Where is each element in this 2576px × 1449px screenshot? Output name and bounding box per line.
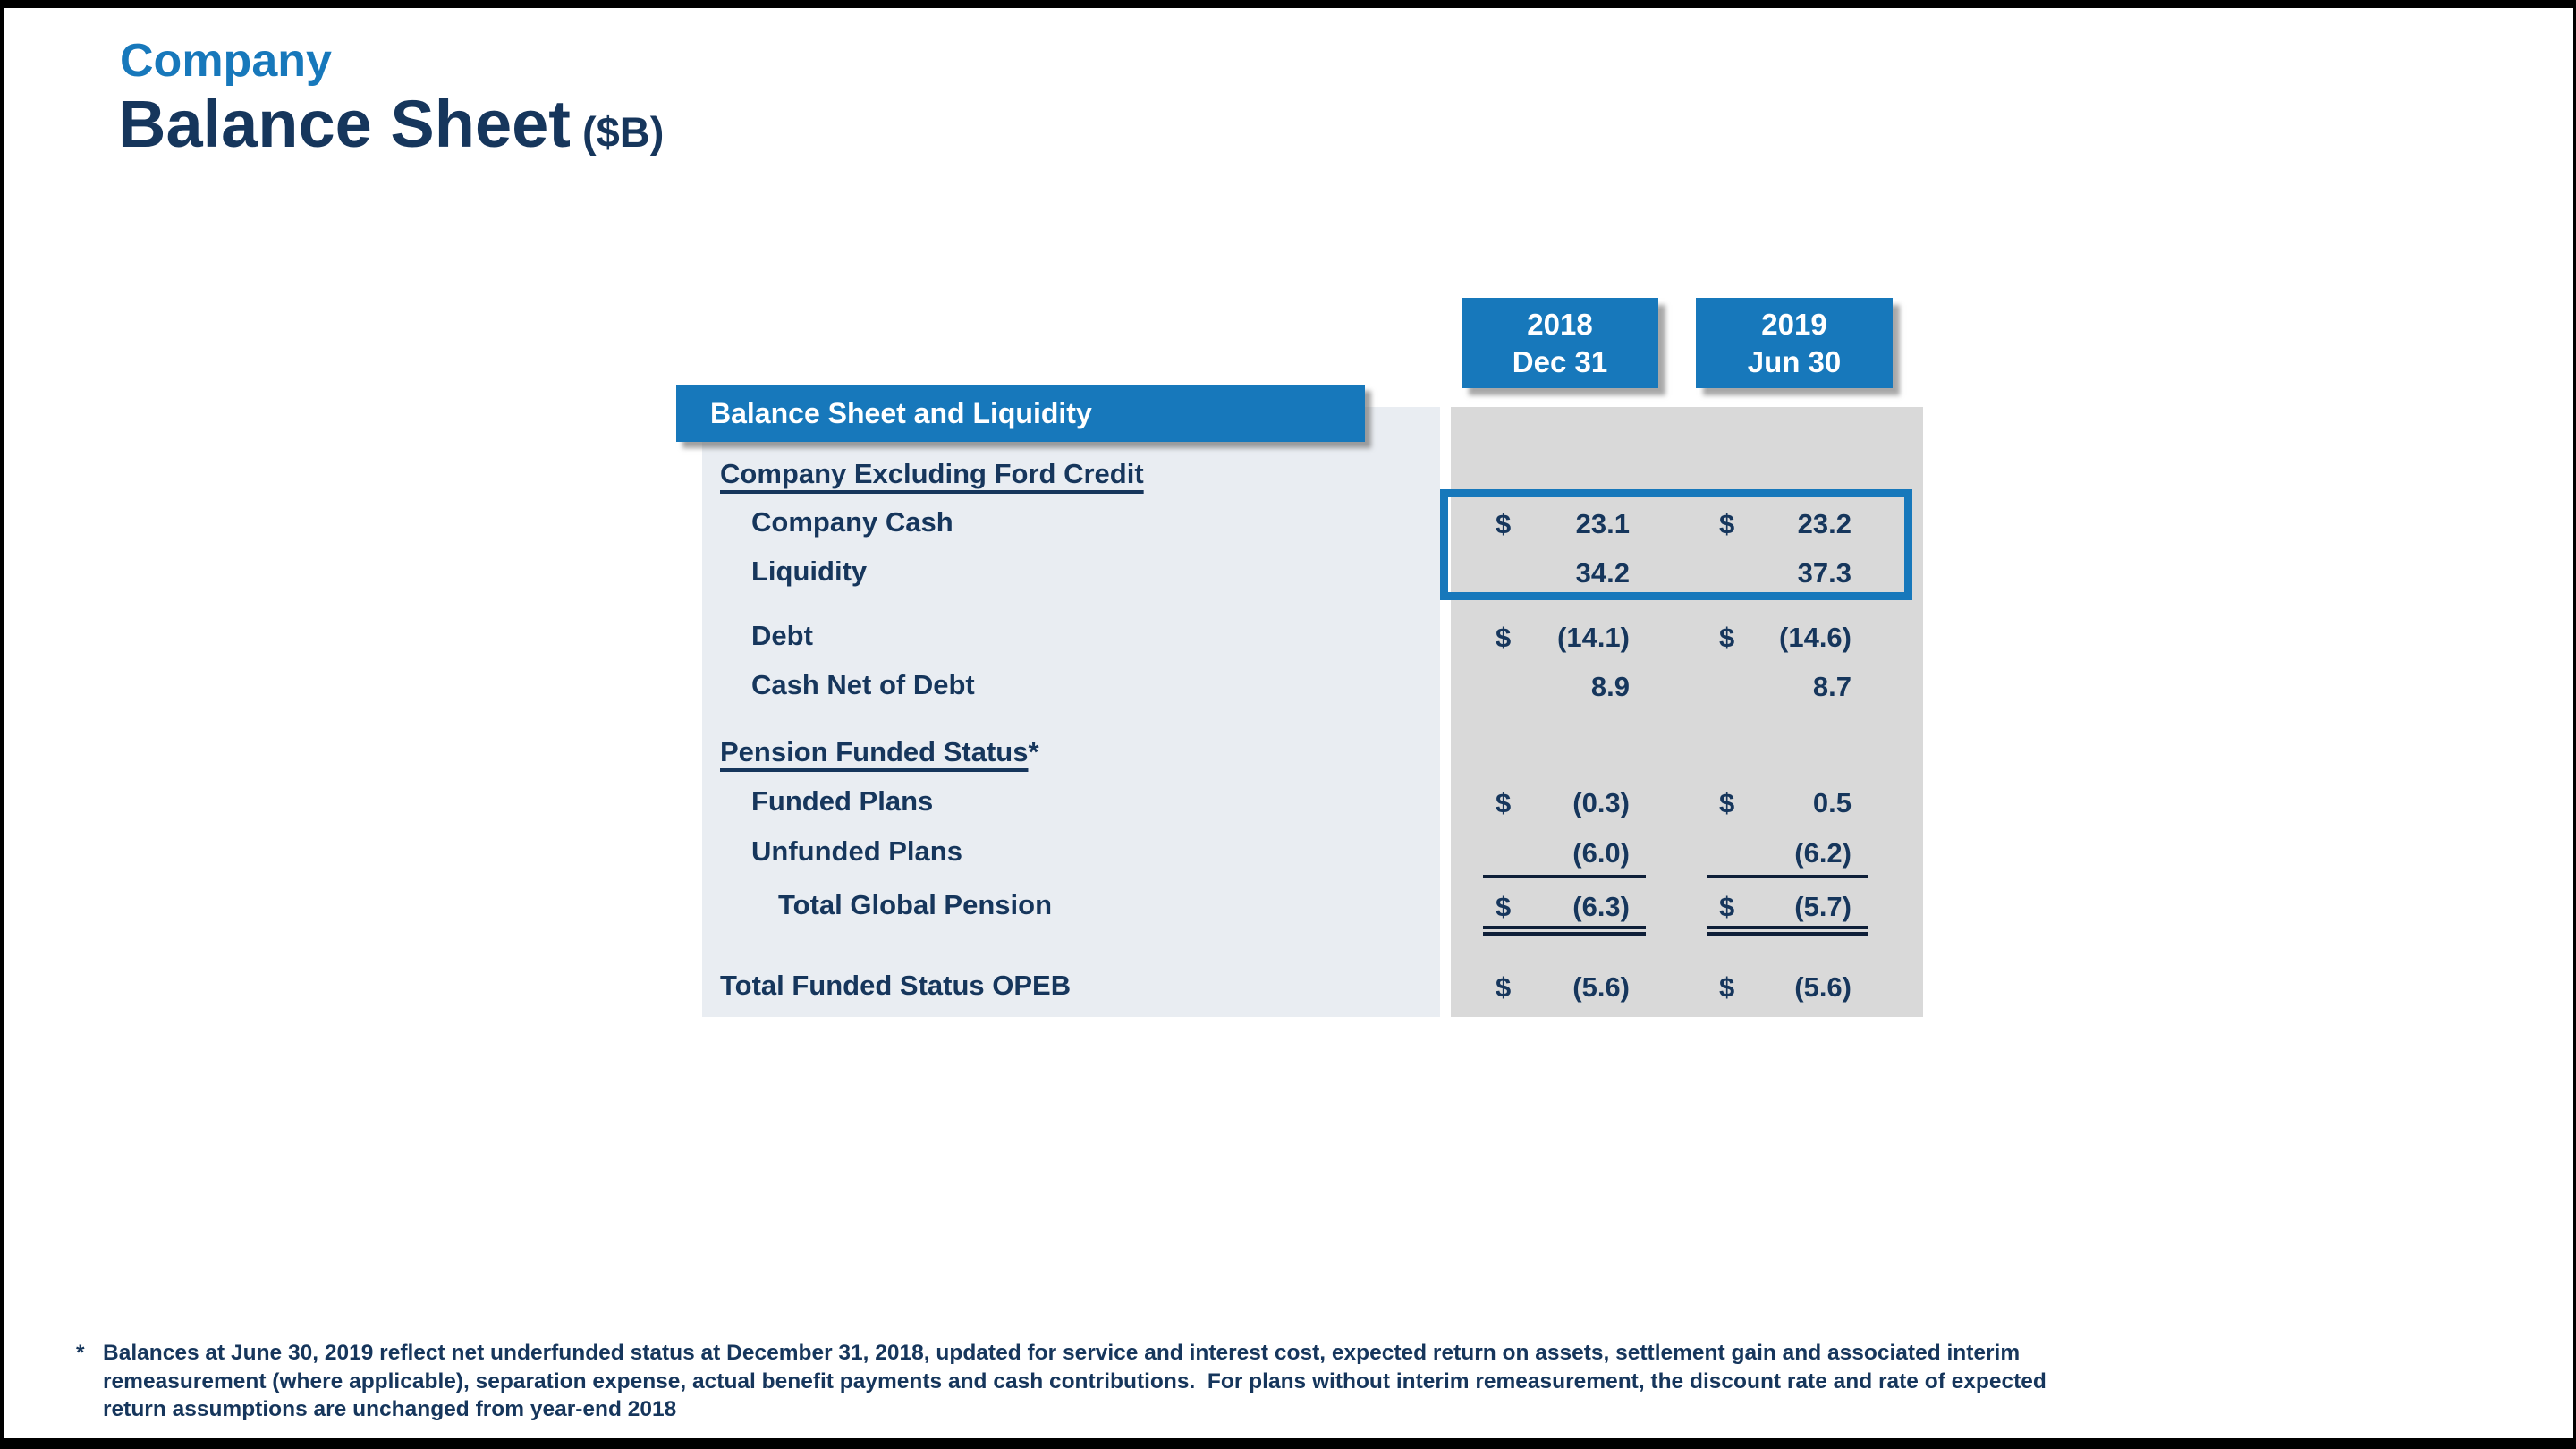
table-row-liquidity: Liquidity 34.2 37.3	[0, 555, 2576, 595]
column-year: 2018	[1527, 308, 1593, 341]
value-2018: $ (0.3)	[1483, 785, 1646, 825]
value-2018: $ (5.6)	[1483, 970, 1646, 1009]
values-panel-background	[1451, 407, 1923, 1017]
row-label: Cash Net of Debt	[751, 669, 975, 700]
value: (6.2)	[1794, 837, 1852, 869]
value: 23.2	[1797, 508, 1852, 539]
column-header-2018: 2018 Dec 31	[1462, 298, 1658, 388]
column-year: 2019	[1761, 308, 1827, 341]
table-row-cash-net-of-debt: Cash Net of Debt 8.9 8.7	[0, 669, 2576, 708]
value: 0.5	[1812, 787, 1852, 818]
dollar-sign: $	[1719, 891, 1735, 922]
row-label: Company Cash	[751, 506, 953, 538]
dollar-sign: $	[1496, 508, 1512, 539]
section-bar-label: Balance Sheet and Liquidity	[710, 397, 1092, 429]
row-label: Funded Plans	[751, 785, 934, 817]
value-2018: 34.2	[1483, 555, 1646, 595]
row-label: Liquidity	[751, 555, 868, 587]
table-row-total-global-pension: Total Global Pension $ (6.3) $ (5.7)	[0, 889, 2576, 936]
table-row-total-funded-status-opeb: Total Funded Status OPEB $ (5.6) $ (5.6)	[0, 970, 2576, 1009]
value-2019: $0.5	[1707, 785, 1868, 825]
dollar-sign: $	[1719, 622, 1735, 653]
value-2019: (6.2)	[1707, 835, 1868, 878]
label-panel-background	[702, 407, 1440, 1017]
dollar-sign: $	[1496, 787, 1512, 818]
value: (5.7)	[1794, 891, 1852, 922]
footnote-line: return assumptions are unchanged from ye…	[103, 1397, 677, 1421]
dollar-sign: $	[1496, 971, 1512, 1003]
value-2019: 8.7	[1707, 669, 1868, 708]
value-2019: 37.3	[1707, 555, 1868, 595]
value: (5.6)	[1794, 971, 1852, 1003]
value-2018: $ (14.1)	[1483, 620, 1646, 659]
section-bar: Balance Sheet and Liquidity	[676, 385, 1365, 442]
table-row-unfunded-plans: Unfunded Plans (6.0) (6.2)	[0, 835, 2576, 878]
row-label: Total Funded Status OPEB	[720, 970, 1072, 1001]
value-2019: $ (5.7)	[1707, 889, 1868, 936]
table-row-pension-funded-status: Pension Funded Status*	[0, 736, 2576, 775]
value: (14.1)	[1557, 622, 1630, 653]
slide-border-left	[0, 0, 4, 1449]
value-2018: (6.0)	[1483, 835, 1646, 878]
slide-border-top	[0, 0, 2576, 8]
value: 34.2	[1575, 557, 1630, 589]
footnote-text: Balances at June 30, 2019 reflect net un…	[103, 1339, 2303, 1424]
value-2019: $23.2	[1707, 506, 1868, 546]
value: 8.9	[1590, 671, 1630, 702]
value-2019: $ (14.6)	[1707, 620, 1868, 659]
row-label: Unfunded Plans	[751, 835, 962, 867]
value: (6.3)	[1572, 891, 1630, 922]
table-row-company-excluding-ford-credit: Company Excluding Ford Credit	[0, 458, 2576, 497]
value: 8.7	[1812, 671, 1852, 702]
section-label: Company Excluding Ford Credit	[720, 458, 1144, 489]
row-label: Total Global Pension	[778, 889, 1053, 920]
row-label: Debt	[751, 620, 813, 651]
table-row-debt: Debt $ (14.1) $ (14.6)	[0, 620, 2576, 659]
footnote-line: Balances at June 30, 2019 reflect net un…	[103, 1341, 2021, 1365]
title-unit: ($B)	[581, 108, 665, 156]
section-label: Pension Funded Status	[720, 736, 1029, 767]
footnote-line: remeasurement (where applicable), separa…	[103, 1368, 2046, 1394]
value-2018: 8.9	[1483, 669, 1646, 708]
value: (14.6)	[1779, 622, 1852, 653]
slide-border-bottom	[0, 1438, 2576, 1449]
footnote-asterisk: *	[1028, 736, 1039, 767]
value-2019: $ (5.6)	[1707, 970, 1868, 1009]
value: (0.3)	[1572, 787, 1630, 818]
dollar-sign: $	[1496, 891, 1512, 922]
dollar-sign: $	[1496, 622, 1512, 653]
row-label: Pension Funded Status*	[720, 736, 1039, 768]
column-date: Dec 31	[1512, 345, 1608, 378]
value-2018: $23.1	[1483, 506, 1646, 546]
slide-border-right	[2573, 0, 2576, 1449]
table-row-company-cash: Company Cash $23.1 $23.2	[0, 506, 2576, 546]
dollar-sign: $	[1719, 508, 1735, 539]
column-date: Jun 30	[1747, 345, 1842, 378]
column-header-2019: 2019 Jun 30	[1696, 298, 1893, 388]
page-title: Balance Sheet ($B)	[118, 86, 664, 162]
slide-eyebrow: Company	[120, 35, 332, 87]
value: 37.3	[1797, 557, 1852, 589]
value: (5.6)	[1572, 971, 1630, 1003]
row-label: Company Excluding Ford Credit	[720, 458, 1144, 490]
dollar-sign: $	[1719, 787, 1735, 818]
cash-liquidity-highlight-box	[1440, 489, 1912, 600]
dollar-sign: $	[1719, 971, 1735, 1003]
value: (6.0)	[1572, 837, 1630, 869]
title-text: Balance Sheet	[118, 87, 571, 161]
footnote-marker: *	[76, 1341, 85, 1365]
value: 23.1	[1575, 508, 1630, 539]
value-2018: $ (6.3)	[1483, 889, 1646, 936]
table-row-funded-plans: Funded Plans $ (0.3) $0.5	[0, 785, 2576, 825]
